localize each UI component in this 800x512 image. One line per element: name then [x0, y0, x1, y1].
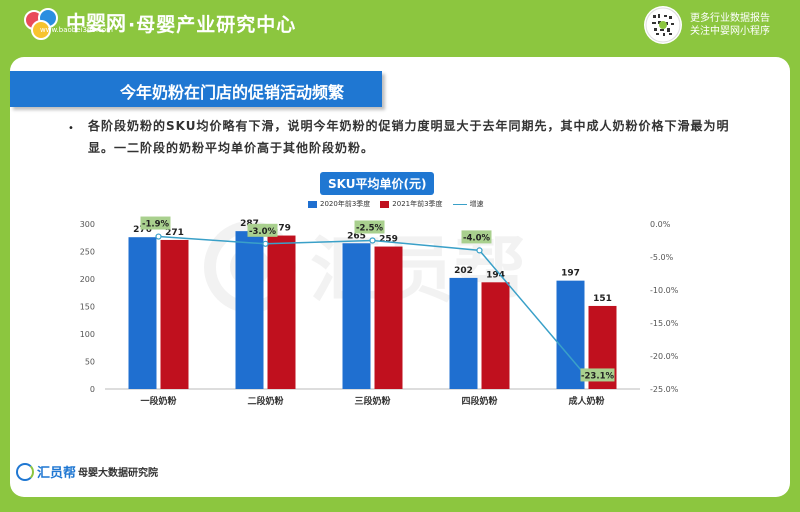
bar-2020 — [449, 277, 478, 389]
section-banner: 今年奶粉在门店的促销活动频繁 — [10, 71, 382, 107]
bar-2020 — [235, 231, 264, 389]
x-tick-label: 一段奶粉 — [140, 395, 176, 407]
logo-mark-icon — [24, 8, 62, 40]
logo-url: www.baobei360.com — [40, 26, 114, 34]
legend-item-2020: 2020年前3季度 — [308, 199, 370, 209]
growth-point — [476, 247, 483, 254]
growth-point — [369, 237, 376, 244]
legend-label-2021: 2021年前3季度 — [392, 200, 443, 208]
legend-label-growth: 增速 — [469, 200, 484, 208]
bar-2021 — [374, 246, 403, 389]
chart-svg: 0 50 100 150 200 250 300 0.0% -5.0% -10.0% -15.0% -… — [80, 216, 679, 407]
x-tick-label: 二段奶粉 — [247, 395, 283, 407]
legend-line-growth — [452, 203, 467, 205]
bar-2021 — [267, 235, 296, 389]
qr-caption-line1: 更多行业数据报告 — [690, 13, 770, 24]
growth-label-bg — [580, 368, 615, 382]
y-left-tick-label: 100 — [80, 330, 95, 339]
footer: 汇员帮 母婴大数据研究院 — [16, 462, 158, 481]
bar-value-label: 151 — [593, 294, 612, 304]
legend-item-2021: 2021年前3季度 — [380, 199, 443, 209]
growth-label-bg — [461, 230, 492, 244]
growth-label: -2.5% — [356, 224, 384, 234]
bar-value-label: 259 — [379, 235, 398, 245]
x-tick-label: 三段奶粉 — [354, 395, 390, 407]
qr-caption: 更多行业数据报告 关注中婴网小程序 — [690, 12, 770, 38]
y-right-tick-label: -10.0% — [650, 286, 679, 295]
footer-brand: 汇员帮 — [37, 466, 77, 481]
footer-subtitle: 母婴大数据研究院 — [78, 468, 159, 479]
growth-point — [155, 233, 162, 240]
bar-2021 — [160, 239, 189, 389]
legend-label-2020: 2020年前3季度 — [320, 200, 371, 208]
x-tick-label: 四段奶粉 — [461, 395, 497, 407]
chart-title: SKU平均单价(元) — [320, 172, 435, 195]
x-tick-label: 成人奶粉 — [568, 395, 604, 407]
growth-label: -4.0% — [463, 233, 491, 243]
y-left-tick-label: 200 — [80, 275, 95, 284]
qr-code-icon[interactable] — [644, 6, 682, 44]
bar-value-label: 271 — [165, 228, 184, 238]
growth-label-bg — [247, 223, 278, 237]
y-right-tick-label: -5.0% — [650, 253, 674, 262]
brand-logo[interactable]: 中婴网 — [24, 8, 126, 40]
logo-text: 中婴网 — [66, 11, 126, 35]
growth-label-bg — [354, 220, 385, 234]
top-bar: 中婴网 www.baobei360.com ·母婴产业研究中心 更多行业数据报告… — [0, 0, 800, 48]
growth-point — [262, 240, 269, 247]
chart-legend: 2020年前3季度 2021年前3季度 增速 — [308, 199, 494, 209]
qr-caption-line2: 关注中婴网小程序 — [690, 26, 770, 37]
legend-swatch-2021 — [380, 200, 390, 208]
y-left-tick-label: 150 — [80, 303, 95, 312]
bullet-mark: • — [68, 123, 74, 134]
y-right-tick-label: -20.0% — [650, 352, 679, 361]
bar-2021 — [481, 282, 510, 389]
bar-2020 — [556, 280, 585, 389]
bar-value-label: 202 — [454, 266, 473, 276]
legend-item-growth: 增速 — [452, 199, 484, 209]
y-left-tick-label: 300 — [80, 220, 95, 229]
growth-line — [158, 235, 588, 377]
y-left-tick-label: 250 — [80, 248, 95, 257]
legend-swatch-2020 — [308, 200, 317, 208]
y-left-tick-label: 0 — [90, 385, 95, 394]
footer-logo-icon — [16, 462, 34, 481]
y-right-tick-label: 0.0% — [650, 220, 671, 229]
bar-value-label: 279 — [272, 224, 291, 234]
bar-2020 — [128, 237, 157, 389]
growth-label: -3.0% — [249, 227, 277, 237]
y-left-tick-label: 50 — [85, 358, 95, 367]
growth-label: -1.9% — [142, 220, 170, 230]
header-title: ·母婴产业研究中心 — [128, 14, 297, 36]
summary-paragraph: 各阶段奶粉的SKU均价略有下滑，说明今年奶粉的促销力度明显大于去年同期先，其中成… — [88, 119, 730, 155]
bar-value-label: 265 — [347, 231, 366, 241]
growth-label-bg — [140, 216, 171, 230]
y-right-tick-label: -25.0% — [650, 385, 679, 394]
banner-title: 今年奶粉在门店的促销活动频繁 — [120, 83, 345, 102]
growth-label: -23.1% — [581, 371, 614, 381]
y-right-tick-label: -15.0% — [650, 319, 679, 328]
bar-2020 — [342, 243, 371, 389]
bar-value-label: 194 — [486, 270, 505, 280]
bar-value-label: 276 — [133, 225, 152, 235]
content-panel: 今年奶粉在门店的促销活动频繁 • 各阶段奶粉的SKU均价略有下滑，说明今年奶粉的… — [10, 57, 790, 497]
bar-value-label: 197 — [561, 269, 580, 279]
